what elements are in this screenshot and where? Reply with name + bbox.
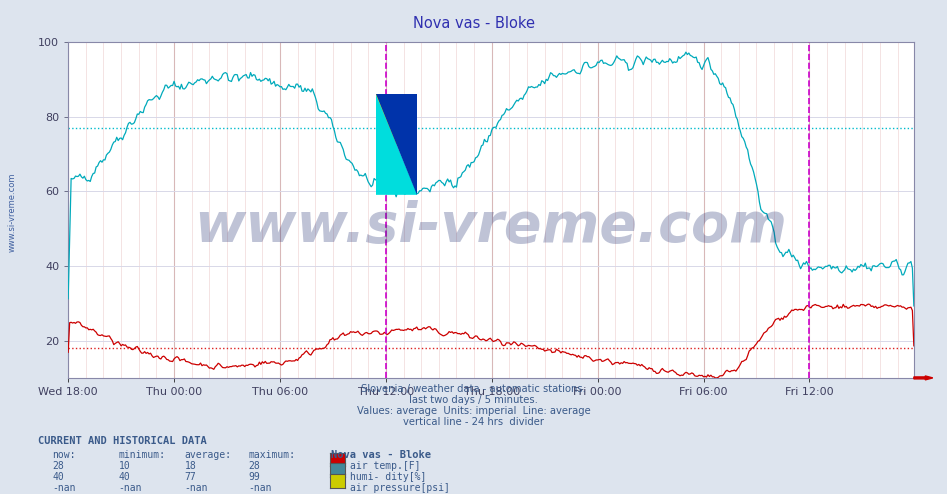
Text: -nan: -nan	[52, 483, 76, 493]
Text: -nan: -nan	[248, 483, 272, 493]
Text: CURRENT AND HISTORICAL DATA: CURRENT AND HISTORICAL DATA	[38, 436, 206, 446]
Text: last two days / 5 minutes.: last two days / 5 minutes.	[409, 395, 538, 405]
Text: 77: 77	[185, 472, 196, 482]
Text: Slovenia / weather data - automatic stations.: Slovenia / weather data - automatic stat…	[361, 384, 586, 394]
Text: 40: 40	[118, 472, 130, 482]
Text: maximum:: maximum:	[248, 450, 295, 459]
Text: vertical line - 24 hrs  divider: vertical line - 24 hrs divider	[403, 417, 544, 427]
Text: now:: now:	[52, 450, 76, 459]
Text: 10: 10	[118, 461, 130, 471]
Text: 28: 28	[248, 461, 259, 471]
Text: average:: average:	[185, 450, 232, 459]
Polygon shape	[376, 94, 418, 195]
Text: -nan: -nan	[118, 483, 142, 493]
Text: www.si-vreme.com: www.si-vreme.com	[194, 200, 788, 254]
Text: 40: 40	[52, 472, 63, 482]
Text: 18: 18	[185, 461, 196, 471]
Text: air temp.[F]: air temp.[F]	[350, 461, 420, 471]
Text: minimum:: minimum:	[118, 450, 166, 459]
Text: humi- dity[%]: humi- dity[%]	[350, 472, 427, 482]
Text: Values: average  Units: imperial  Line: average: Values: average Units: imperial Line: av…	[357, 406, 590, 416]
Text: Nova vas - Bloke: Nova vas - Bloke	[413, 16, 534, 31]
Polygon shape	[376, 94, 418, 195]
Text: 99: 99	[248, 472, 259, 482]
Text: Nova vas - Bloke: Nova vas - Bloke	[331, 450, 432, 459]
Polygon shape	[376, 94, 418, 195]
Text: -nan: -nan	[185, 483, 208, 493]
Text: www.si-vreme.com: www.si-vreme.com	[8, 173, 17, 252]
Text: air pressure[psi]: air pressure[psi]	[350, 483, 450, 493]
Text: 28: 28	[52, 461, 63, 471]
